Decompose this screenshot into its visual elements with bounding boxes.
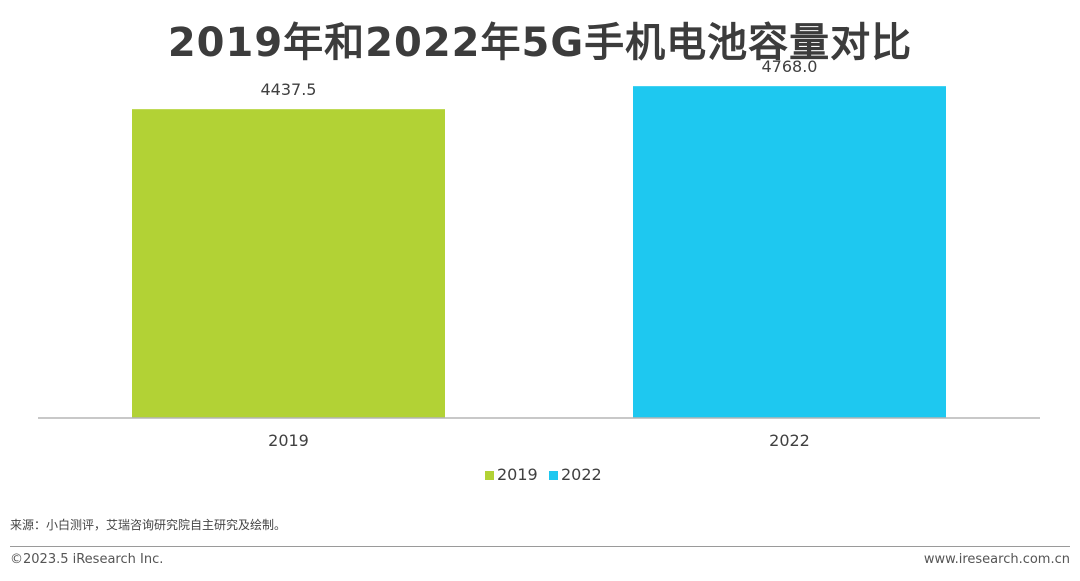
copyright-text: ©2023.5 iResearch Inc.: [10, 552, 164, 567]
x-tick-label-2019: 2019: [268, 431, 309, 450]
legend-swatch-2022: [549, 471, 558, 480]
legend-label-2022: 2022: [561, 465, 602, 484]
x-tick-label-2022: 2022: [769, 431, 810, 450]
data-label-2019: 4437.5: [261, 80, 317, 99]
website-link[interactable]: www.iresearch.com.cn: [923, 552, 1070, 567]
source-note: 来源：小白测评，艾瑞咨询研究院自主研究及绘制。: [10, 518, 287, 532]
legend-swatch-2019: [485, 471, 494, 480]
chart-title: 2019年和2022年5G手机电池容量对比: [167, 20, 913, 66]
legend-label-2019: 2019: [497, 465, 538, 484]
data-label-2022: 4768.0: [762, 57, 818, 76]
bar-2022: [633, 86, 946, 418]
footer-divider: [10, 546, 1070, 547]
bar-chart: 4437.5 2019 4768.0 2022 2019 2022: [38, 57, 1040, 484]
bar-2019: [132, 109, 445, 419]
